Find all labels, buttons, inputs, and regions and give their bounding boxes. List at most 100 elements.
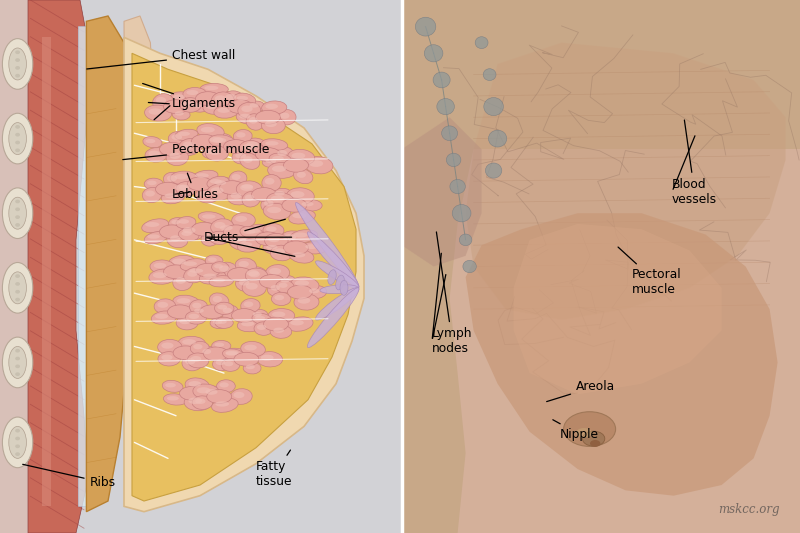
Ellipse shape [268,309,294,323]
Ellipse shape [255,110,281,124]
Ellipse shape [232,213,255,228]
Ellipse shape [234,352,259,366]
Ellipse shape [290,191,305,198]
Ellipse shape [213,357,232,370]
Ellipse shape [15,141,20,144]
Ellipse shape [198,212,225,223]
Ellipse shape [243,229,255,234]
Ellipse shape [309,288,319,293]
Ellipse shape [15,349,20,353]
Ellipse shape [266,264,290,281]
Ellipse shape [290,277,319,292]
Ellipse shape [211,92,234,109]
Ellipse shape [210,318,229,329]
Ellipse shape [209,276,234,287]
Ellipse shape [274,295,284,300]
Ellipse shape [243,156,253,163]
Ellipse shape [222,91,244,107]
Ellipse shape [262,175,282,191]
Ellipse shape [274,191,285,196]
Ellipse shape [2,188,33,239]
Ellipse shape [184,394,211,411]
Ellipse shape [563,411,616,447]
Ellipse shape [274,147,294,162]
Ellipse shape [15,282,20,286]
Ellipse shape [178,132,190,136]
Ellipse shape [206,255,223,266]
Ellipse shape [180,98,202,112]
Ellipse shape [199,305,225,319]
Ellipse shape [582,431,605,446]
Ellipse shape [206,389,218,395]
Ellipse shape [295,280,309,286]
Ellipse shape [222,348,248,360]
Ellipse shape [176,182,197,196]
Ellipse shape [452,205,471,222]
Ellipse shape [243,224,270,239]
Ellipse shape [15,207,20,211]
Ellipse shape [2,114,33,164]
Ellipse shape [290,320,304,326]
Ellipse shape [292,213,306,219]
Ellipse shape [433,72,450,88]
Ellipse shape [246,114,264,130]
Ellipse shape [270,285,280,290]
Ellipse shape [206,390,232,403]
Ellipse shape [170,152,181,159]
Text: Pectoral muscle: Pectoral muscle [122,143,270,159]
Ellipse shape [283,158,309,172]
Ellipse shape [268,163,296,179]
Polygon shape [124,37,364,512]
Ellipse shape [484,98,503,116]
Ellipse shape [15,297,20,302]
Ellipse shape [190,269,203,273]
Ellipse shape [224,361,234,366]
Ellipse shape [276,280,294,293]
Ellipse shape [197,387,210,393]
Ellipse shape [262,157,284,167]
Ellipse shape [252,313,272,325]
Ellipse shape [266,141,278,146]
Ellipse shape [209,135,235,148]
Ellipse shape [206,133,232,149]
Ellipse shape [194,344,202,349]
Ellipse shape [281,278,290,282]
Ellipse shape [238,318,263,332]
Ellipse shape [278,110,296,125]
Ellipse shape [207,176,229,189]
Ellipse shape [15,223,20,227]
Ellipse shape [211,177,234,190]
Bar [0,0,28,533]
Ellipse shape [175,184,187,191]
Polygon shape [466,43,786,320]
Ellipse shape [489,130,506,147]
Ellipse shape [239,114,250,119]
Ellipse shape [242,143,254,150]
Ellipse shape [475,37,488,49]
Ellipse shape [271,292,291,305]
Ellipse shape [216,360,226,365]
Ellipse shape [257,325,266,330]
Ellipse shape [199,191,211,197]
Ellipse shape [162,381,183,392]
Ellipse shape [234,93,256,106]
Ellipse shape [450,180,466,193]
Ellipse shape [415,17,436,36]
Ellipse shape [194,309,204,313]
Ellipse shape [294,294,319,310]
Ellipse shape [158,352,180,366]
Text: Areola: Areola [546,380,615,401]
Ellipse shape [246,283,258,289]
Ellipse shape [145,148,168,162]
Text: Lobules: Lobules [172,173,219,201]
Ellipse shape [145,222,159,227]
Ellipse shape [154,263,166,268]
Ellipse shape [195,188,219,203]
Ellipse shape [274,248,286,255]
Ellipse shape [214,105,238,118]
Ellipse shape [186,311,206,324]
Ellipse shape [214,180,226,185]
Ellipse shape [178,143,198,156]
Ellipse shape [222,308,232,313]
Ellipse shape [328,270,336,285]
